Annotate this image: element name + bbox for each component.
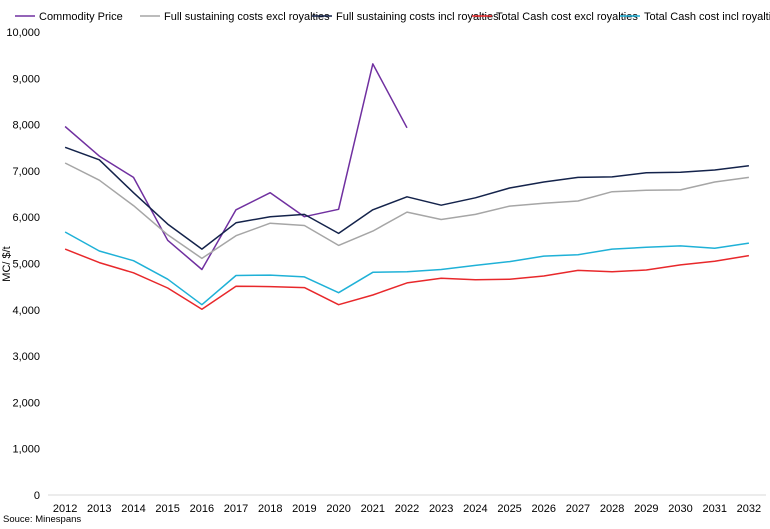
legend-item: Total Cash cost incl royalties xyxy=(620,11,770,23)
y-tick-label: 1,000 xyxy=(12,444,40,456)
y-tick-label: 6,000 xyxy=(12,212,40,224)
legend-label: Full sustaining costs incl royalties xyxy=(336,11,499,23)
legend-label: Total Cash cost incl royalties xyxy=(644,11,770,23)
x-tick-label: 2020 xyxy=(326,503,350,515)
x-tick-label: 2016 xyxy=(190,503,214,515)
x-tick-label: 2019 xyxy=(292,503,316,515)
x-tick-label: 2017 xyxy=(224,503,248,515)
x-tick-label: 2022 xyxy=(395,503,419,515)
y-tick-label: 5,000 xyxy=(12,259,40,271)
series-line-commodity-price xyxy=(64,63,408,271)
legend-item: Full sustaining costs excl royalties xyxy=(140,11,330,23)
legend-label: Commodity Price xyxy=(39,11,123,23)
y-tick-label: 9,000 xyxy=(12,73,40,85)
y-tick-label: 3,000 xyxy=(12,351,40,363)
x-tick-label: 2012 xyxy=(53,503,77,515)
series-line-full-sustaining-costs-incl-royalties xyxy=(64,146,749,250)
y-tick-label: 2,000 xyxy=(12,397,40,409)
x-tick-label: 2024 xyxy=(463,503,487,515)
y-tick-label: 4,000 xyxy=(12,305,40,317)
x-tick-label: 2014 xyxy=(121,503,145,515)
x-tick-label: 2031 xyxy=(702,503,726,515)
legend-item: Commodity Price xyxy=(15,11,123,23)
x-tick-label: 2026 xyxy=(532,503,556,515)
y-axis: 0 1,000 2,000 3,000 4,000 5,000 6,000 7,000 8,00… xyxy=(6,27,40,502)
x-tick-label: 2015 xyxy=(155,503,179,515)
series-line-full-sustaining-costs-excl-royalties xyxy=(64,162,749,260)
y-tick-label: 8,000 xyxy=(12,120,40,132)
legend-item: Full sustaining costs incl royalties xyxy=(312,11,499,23)
x-tick-label: 2021 xyxy=(361,503,385,515)
x-tick-label: 2030 xyxy=(668,503,692,515)
source-note: Souce: Minespans xyxy=(3,514,82,525)
legend-label: Total Cash cost excl royalties xyxy=(496,11,638,23)
x-tick-label: 2025 xyxy=(497,503,521,515)
legend: Commodity Price Full sustaining costs exc… xyxy=(15,11,770,23)
y-tick-label: 10,000 xyxy=(6,27,40,39)
series-line-total-cash-cost-excl-royalties xyxy=(64,248,750,311)
x-tick-label: 2032 xyxy=(737,503,761,515)
x-tick-label: 2029 xyxy=(634,503,658,515)
x-tick-label: 2027 xyxy=(566,503,590,515)
y-tick-label: 7,000 xyxy=(12,166,40,178)
y-axis-title: MC/ $/t xyxy=(1,246,13,281)
plot-area xyxy=(64,63,750,311)
x-tick-label: 2028 xyxy=(600,503,624,515)
series-line-total-cash-cost-incl-royalties xyxy=(64,231,750,306)
y-tick-label: 0 xyxy=(34,490,40,502)
legend-label: Full sustaining costs excl royalties xyxy=(164,11,330,23)
legend-item: Total Cash cost excl royalties xyxy=(472,11,638,23)
x-axis: 2012 2013 2014 2015 2016 2017 2018 2019 2020 2021… xyxy=(53,503,761,515)
x-tick-label: 2018 xyxy=(258,503,282,515)
x-tick-label: 2013 xyxy=(87,503,111,515)
x-tick-label: 2023 xyxy=(429,503,453,515)
